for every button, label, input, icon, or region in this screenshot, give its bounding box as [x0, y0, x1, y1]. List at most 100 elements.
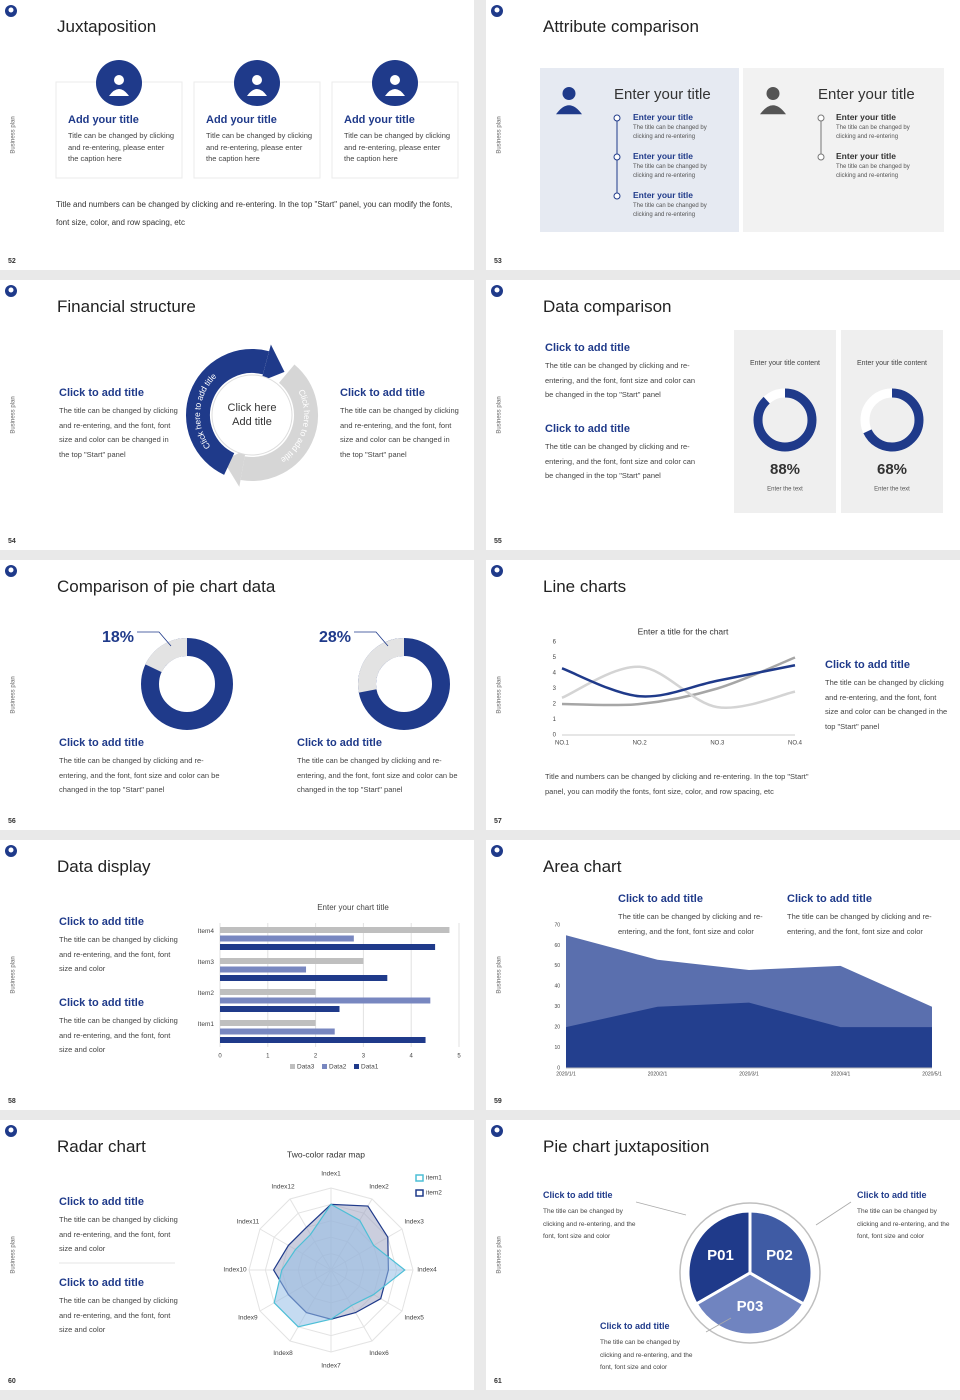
legend-label: Data1	[361, 1064, 379, 1071]
donut-label: 88%	[770, 461, 800, 478]
slide-graphics: Business plan 55 Enter your title content 8…	[491, 285, 943, 545]
block-text: The title can be changed by clicking and…	[545, 442, 696, 480]
slide-graphics: Business plan 53	[491, 5, 944, 265]
center-text: Add title	[232, 416, 272, 428]
block-title: Click to add title	[59, 737, 144, 749]
page-number: 56	[8, 818, 16, 825]
y-tick-label: 60	[554, 943, 560, 949]
timeline-dot	[613, 192, 621, 200]
side-label: Business plan	[11, 396, 17, 433]
y-tick-label: 3	[553, 686, 557, 692]
item-title: Enter your title	[633, 151, 693, 161]
pie-label: P02	[766, 1247, 793, 1264]
x-tick-label: NO.4	[788, 741, 803, 747]
block-title: Click to add title	[297, 737, 382, 749]
timeline-dot	[613, 153, 621, 161]
block-title: Click to add title	[59, 387, 144, 399]
area-series	[566, 1002, 932, 1068]
block-title: Click to add title	[543, 1190, 613, 1200]
person-head	[766, 87, 780, 100]
y-tick-label: 6	[553, 640, 557, 646]
block-text: The title can be changed by clicking and…	[543, 1208, 636, 1240]
pie-value-label: 28%	[319, 629, 351, 646]
item-title: Enter your title	[633, 190, 693, 200]
page-number: 59	[494, 1098, 502, 1105]
slide-graphics: Business plan 52	[5, 5, 459, 265]
side-label: Business plan	[497, 396, 503, 433]
bar	[220, 1006, 340, 1012]
radar-label: Index3	[404, 1219, 424, 1226]
line-series	[561, 664, 796, 698]
bar	[220, 935, 354, 942]
block-title: Click to add title	[545, 423, 630, 435]
pie-slice	[694, 1271, 806, 1337]
item-title: Enter your title	[836, 112, 896, 122]
block-text: The title can be changed by clicking and…	[59, 1215, 178, 1253]
center-circle	[211, 374, 293, 456]
x-tick-label: 2020/3/1	[739, 1071, 759, 1077]
person-body	[247, 89, 267, 96]
slide: Business plan 55 Enter your title content 8…	[486, 280, 960, 550]
note: Title and numbers can be changed by clic…	[545, 772, 809, 796]
leader-line	[354, 631, 389, 647]
side-label: Business plan	[11, 1236, 17, 1273]
item-title: Enter your title	[836, 151, 896, 161]
bar	[220, 927, 450, 933]
panel-title: Enter your title	[818, 86, 915, 103]
radar-label: Index5	[404, 1315, 424, 1322]
slide-title: Financial structure	[57, 297, 196, 316]
block-text: The title can be changed by clicking and…	[59, 935, 178, 973]
card-caption: Enter the text	[767, 487, 803, 493]
outer-ring	[679, 1202, 821, 1344]
slide-title: Data display	[57, 857, 151, 876]
y-tick-label: 0	[557, 1065, 560, 1071]
slide: Business plan 52 Juxtaposition Add your tit…	[0, 0, 474, 270]
card-heading: Enter your title content	[857, 360, 927, 367]
block-title: Click to add title	[545, 342, 630, 354]
block-text: The title can be changed by clicking and…	[59, 1296, 178, 1334]
cycle-arc	[240, 364, 318, 481]
page-number: 61	[494, 1378, 502, 1385]
y-tick-label: 10	[554, 1045, 560, 1051]
pie-label: P03	[737, 1298, 764, 1315]
radar-label: Index7	[321, 1363, 341, 1370]
item-text: The title can be changed by clicking and…	[836, 125, 910, 140]
side-label: Business plan	[497, 116, 503, 153]
radar-label: Index4	[417, 1267, 437, 1274]
card-text: Title can be changed by clicking and re-…	[206, 131, 313, 163]
block-title: Click to add title	[59, 1196, 144, 1208]
slide: Business plan 61 P01 P02 P03 Pie chart juxtap…	[486, 1120, 960, 1390]
person-head	[114, 75, 124, 85]
leader-line	[137, 631, 172, 647]
bar	[220, 975, 388, 981]
block-text: The title can be changed by clicking and…	[787, 912, 932, 936]
radar-label: Index2	[369, 1184, 389, 1191]
x-tick-label: 0	[218, 1054, 222, 1060]
y-tick-label: 4	[553, 671, 557, 677]
item-text: The title can be changed by clicking and…	[633, 164, 707, 179]
side-label: Business plan	[497, 676, 503, 713]
x-tick-label: 2	[314, 1054, 318, 1060]
y-tick-label: 70	[554, 922, 560, 928]
radar-label: Index8	[273, 1350, 293, 1357]
x-tick-label: 2020/1/1	[556, 1071, 576, 1077]
connector	[815, 1201, 852, 1226]
slide-title: Area chart	[543, 857, 622, 876]
y-tick-label: 2	[553, 702, 557, 708]
logo-dot	[8, 287, 14, 293]
radar-series	[273, 1203, 406, 1328]
side-label: Business plan	[497, 956, 503, 993]
block-title: Click to add title	[600, 1321, 670, 1331]
block-text: The title can be changed by clicking and…	[297, 756, 458, 794]
block-text: The title can be changed by clicking and…	[618, 912, 763, 936]
bar	[220, 1037, 426, 1043]
x-tick-label: NO.1	[555, 741, 570, 747]
x-tick-label: NO.2	[633, 741, 648, 747]
x-tick-label: 5	[457, 1054, 461, 1060]
x-tick-label: 2020/4/1	[831, 1071, 851, 1077]
y-tick-label: Item4	[198, 928, 215, 935]
y-tick-label: 40	[554, 984, 560, 990]
legend-swatch	[322, 1064, 327, 1069]
card-text: Title can be changed by clicking and re-…	[344, 131, 451, 163]
